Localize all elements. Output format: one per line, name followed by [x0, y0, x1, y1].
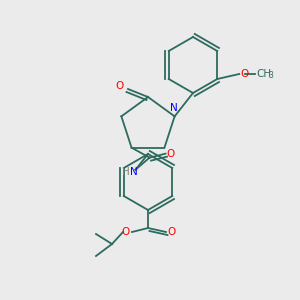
Text: O: O: [122, 227, 130, 237]
Text: H: H: [122, 167, 129, 177]
Text: N: N: [170, 103, 178, 113]
Text: O: O: [240, 69, 248, 79]
Text: O: O: [167, 149, 175, 159]
Text: 3: 3: [268, 71, 273, 80]
Text: N: N: [130, 167, 137, 177]
Text: CH: CH: [256, 69, 272, 79]
Text: O: O: [116, 81, 124, 91]
Text: O: O: [167, 227, 175, 237]
